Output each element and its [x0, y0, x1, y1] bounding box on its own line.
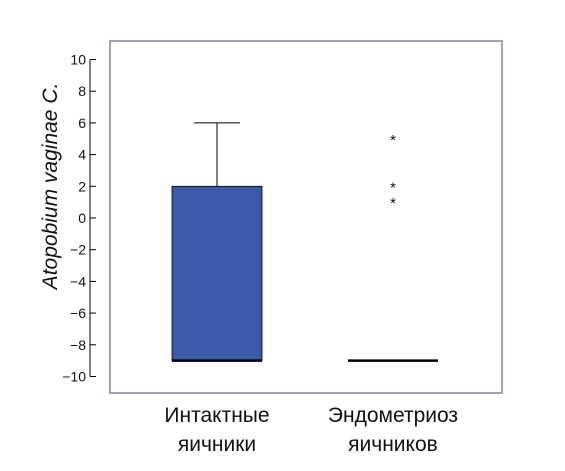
- boxes: ***: [171, 122, 438, 362]
- y-tick-label: 8: [78, 83, 86, 99]
- y-tick-label: −2: [70, 242, 86, 258]
- y-tick-label: 6: [78, 115, 86, 131]
- y-tick-label: −10: [62, 369, 86, 385]
- y-tick-label: 0: [78, 210, 86, 226]
- category-label-line1: Эндометриоз: [328, 404, 458, 427]
- box-iqr: [171, 185, 263, 362]
- x-axis-labels: Интактные яичники Эндометриоз яичников: [164, 404, 458, 456]
- y-axis: 10 8 6 4 2 0 −2 −4 −6 −8 −10: [62, 52, 96, 385]
- plot-frame: [109, 40, 503, 394]
- category-label-line1: Интактные: [164, 404, 269, 427]
- outlier-marker: *: [390, 195, 396, 212]
- category-label-line2: яичники: [178, 433, 256, 456]
- y-tick-label: −6: [70, 305, 86, 321]
- y-tick-label: −4: [70, 273, 86, 289]
- y-axis-title: Atopobium vaginae C.: [39, 83, 62, 292]
- y-tick-label: 2: [78, 178, 86, 194]
- y-tick-label: −8: [70, 337, 86, 353]
- y-tick-label: 10: [70, 52, 86, 68]
- category-label-line2: яичников: [348, 433, 438, 456]
- y-tick-label: 4: [78, 147, 86, 163]
- outlier-marker: *: [390, 179, 396, 196]
- outlier-marker: *: [390, 132, 396, 149]
